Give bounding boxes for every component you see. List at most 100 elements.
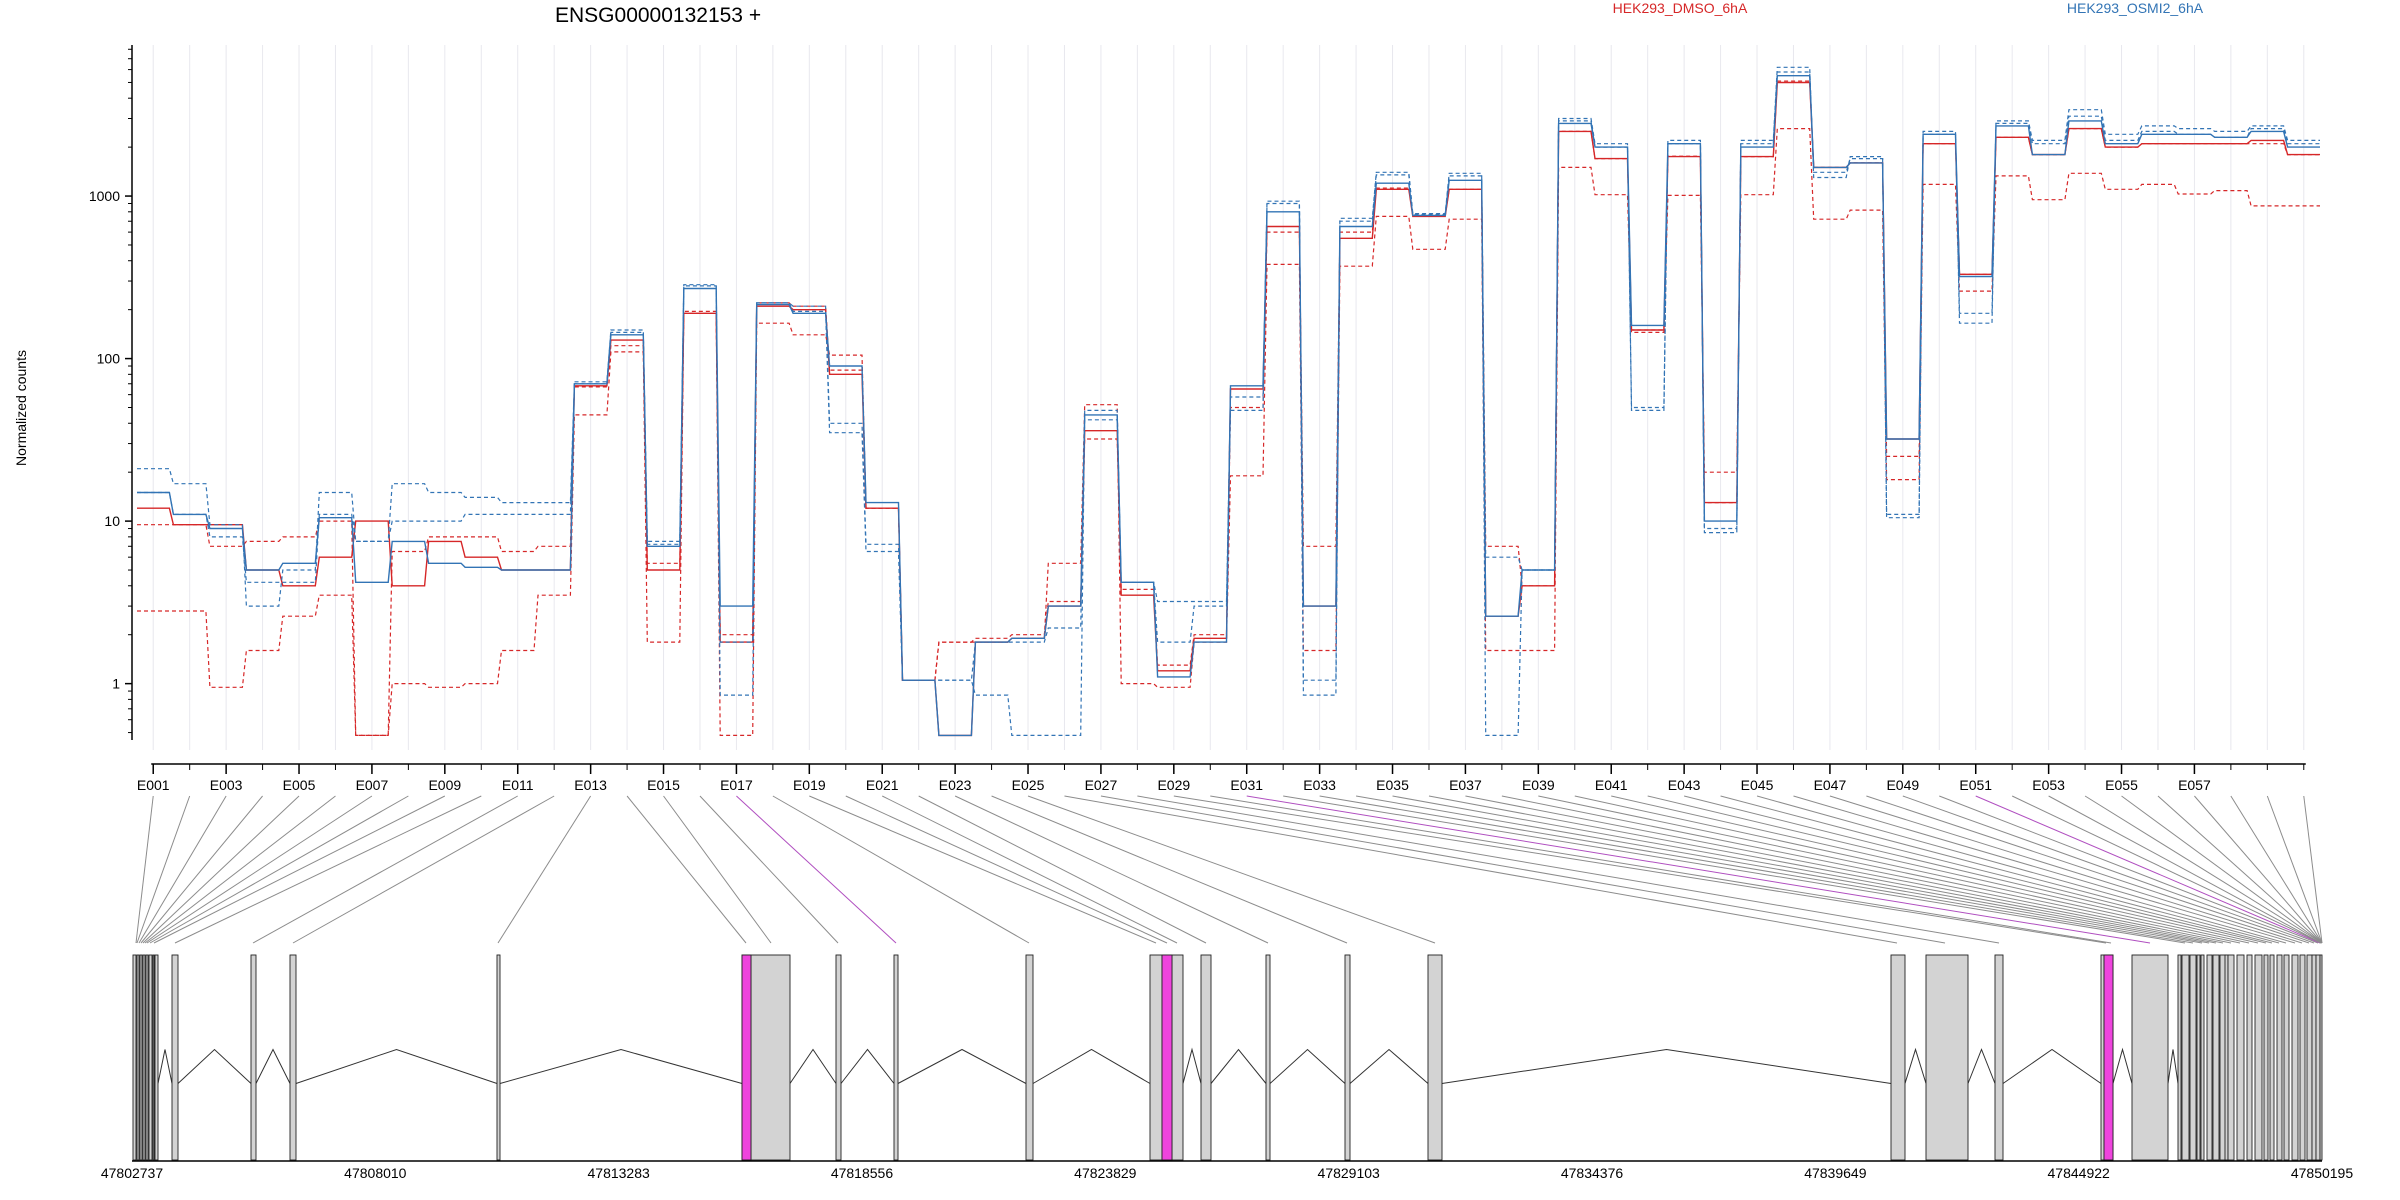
exon-box	[289, 954, 297, 1161]
connector-31	[1283, 795, 2186, 944]
connector-0	[135, 795, 154, 944]
connector-30	[1246, 795, 2151, 944]
x-tick-label: E005	[283, 777, 316, 793]
gene-model	[132, 954, 2323, 1161]
exon-box	[2246, 954, 2253, 1161]
intron	[2112, 1047, 2133, 1084]
series-line-5	[137, 71, 2320, 681]
x-tick-label: E037	[1449, 777, 1482, 793]
exon-box	[2263, 954, 2269, 1161]
intron	[177, 1048, 252, 1084]
x-tick-label: E035	[1376, 777, 1409, 793]
x-tick-label: E011	[502, 777, 534, 793]
connector-14	[663, 795, 772, 944]
exon-box	[2227, 954, 2235, 1161]
intron	[1032, 1048, 1151, 1084]
connector-11	[292, 795, 555, 944]
exon-box	[2181, 954, 2190, 1161]
genomic-tick-label: 47850195	[2291, 1165, 2354, 1181]
x-tick-label: E039	[1522, 777, 1555, 793]
connector-12	[497, 795, 592, 944]
connector-9	[174, 795, 482, 944]
genomic-tick-label: 47802737	[101, 1165, 164, 1181]
connector-39	[1574, 795, 2250, 944]
x-tick-label: E021	[866, 777, 899, 793]
connector-36	[1465, 795, 2224, 944]
exon-box	[496, 954, 501, 1161]
x-tick-label: E047	[1814, 777, 1847, 793]
connector-43	[1720, 795, 2280, 944]
connector-10	[252, 795, 518, 944]
series-line-3	[137, 75, 2320, 737]
connector-48	[1902, 795, 2315, 944]
intron	[1269, 1048, 1346, 1084]
exon-box	[136, 954, 140, 1161]
series-line-1	[137, 128, 2320, 736]
exon-box	[132, 954, 137, 1161]
grid	[152, 45, 2305, 750]
connector-57	[2230, 795, 2323, 944]
connector-40	[1611, 795, 2259, 944]
x-tick-label: E025	[1012, 777, 1045, 793]
connector-42	[1684, 795, 2273, 944]
connector-6	[146, 795, 373, 944]
connector-35	[1428, 795, 2217, 944]
intron	[2002, 1048, 2102, 1084]
y-axis-label: Normalized counts	[13, 350, 29, 466]
exon-box	[750, 954, 791, 1161]
exon-box	[2299, 954, 2306, 1161]
exon-box	[1200, 954, 1212, 1161]
x-tick-label: E019	[793, 777, 826, 793]
series-line-4	[137, 66, 2320, 736]
x-tick-label: E009	[428, 777, 461, 793]
exon-box	[1025, 954, 1034, 1161]
exon-connectors	[135, 795, 2323, 944]
connector-21	[918, 795, 1207, 944]
connector-29	[1210, 795, 2112, 944]
x-tick-label: E023	[939, 777, 972, 793]
connector-22	[954, 795, 1269, 944]
intron	[1349, 1048, 1429, 1084]
exon-box	[2291, 954, 2299, 1161]
exon-box	[1344, 954, 1351, 1161]
series-line-0	[137, 81, 2320, 737]
intron	[840, 1048, 895, 1084]
intron	[499, 1048, 743, 1084]
exon-box	[2236, 954, 2245, 1161]
connector-27	[1137, 795, 2000, 944]
exon-box	[2212, 954, 2220, 1161]
connector-15	[699, 795, 839, 944]
legend-entry-0: HEK293_DMSO_6hA	[1613, 0, 1748, 16]
exon-box	[1925, 954, 1969, 1161]
exon-box	[2254, 954, 2263, 1161]
genomic-tick-label: 47834376	[1561, 1165, 1624, 1181]
exon-box	[142, 954, 146, 1161]
connector-8	[153, 795, 446, 944]
x-tick-label: E033	[1303, 777, 1336, 793]
x-tick-label: E003	[210, 777, 243, 793]
x-tick-label: E045	[1741, 777, 1774, 793]
x-tick-label: E015	[647, 777, 680, 793]
x-tick-label: E057	[2178, 777, 2211, 793]
exon-box-highlight-16	[741, 954, 752, 1161]
legend-entry-1: HEK293_OSMI2_6hA	[2067, 0, 2204, 16]
connector-20	[882, 795, 1178, 944]
exon-box	[2319, 954, 2323, 1161]
x-tick-label: E043	[1668, 777, 1701, 793]
exon-box	[1149, 954, 1163, 1161]
x-tick-label: E055	[2105, 777, 2138, 793]
exon-box	[2177, 954, 2182, 1161]
x-tick-label: E007	[356, 777, 389, 793]
exon-box	[139, 954, 143, 1161]
connector-19	[845, 795, 1168, 944]
x-axis: E001 E003 E005 E007 E009 E011 E013 E015 E017 E019…	[137, 763, 2306, 793]
connector-28	[1173, 795, 2107, 944]
connector-5	[144, 795, 336, 944]
x-tick-label: E001	[137, 777, 170, 793]
exon-box	[2196, 954, 2201, 1161]
exon-box	[2189, 954, 2197, 1161]
y-tick-label: 100	[97, 351, 121, 367]
exon-box	[2269, 954, 2275, 1161]
exon-box	[145, 954, 149, 1161]
